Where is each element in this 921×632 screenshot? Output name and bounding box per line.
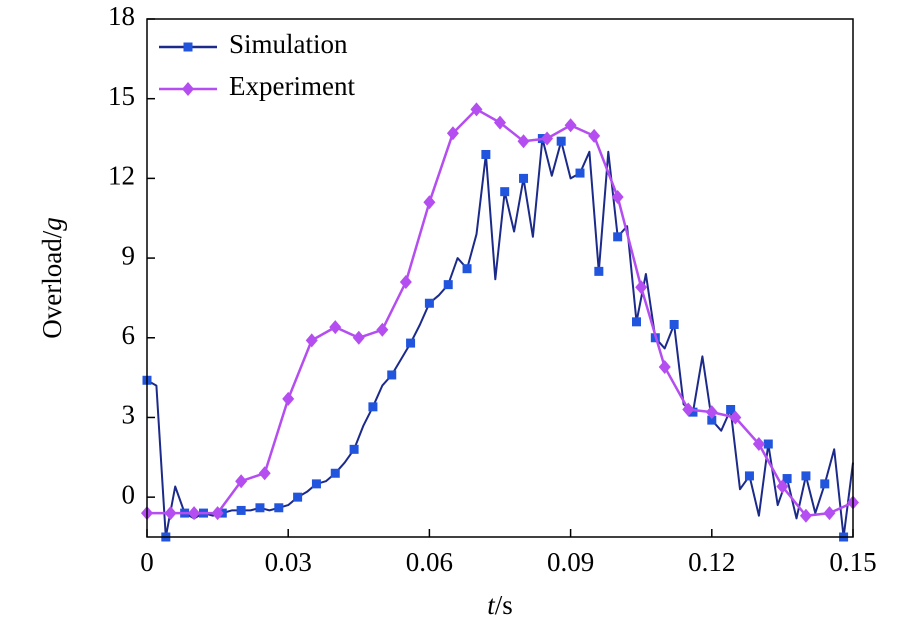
series-line: [147, 108, 854, 517]
marker: [282, 391, 295, 406]
marker: [801, 471, 811, 481]
y-tick-label: 9: [122, 240, 136, 270]
marker: [424, 298, 434, 308]
marker: [564, 118, 577, 133]
x-tick-label: 0.09: [547, 547, 594, 577]
x-tick-label: 0: [140, 547, 154, 577]
marker: [236, 505, 246, 515]
marker: [188, 506, 201, 521]
marker: [799, 508, 812, 523]
marker: [669, 319, 679, 329]
marker: [258, 466, 271, 481]
y-tick-label: 0: [122, 479, 136, 509]
marker: [705, 405, 718, 420]
marker: [594, 266, 604, 276]
marker: [707, 415, 717, 425]
x-tick-label: 0.06: [406, 547, 453, 577]
marker: [274, 503, 284, 513]
marker: [443, 280, 453, 290]
marker: [387, 370, 397, 380]
marker: [305, 333, 318, 348]
y-tick-label: 15: [108, 81, 135, 111]
marker: [556, 136, 566, 146]
marker: [763, 439, 773, 449]
legend-label: Simulation: [229, 29, 348, 59]
marker: [726, 404, 736, 414]
marker: [164, 506, 177, 521]
marker: [462, 264, 472, 274]
marker: [519, 173, 529, 183]
marker: [255, 503, 265, 513]
marker: [494, 115, 506, 130]
legend-label: Experiment: [229, 71, 355, 101]
x-tick-label: 0.12: [688, 547, 735, 577]
x-tick-label: 0.15: [829, 547, 876, 577]
marker: [611, 189, 624, 204]
y-tick-label: 18: [108, 1, 135, 31]
legend-marker: [182, 82, 194, 96]
plot-frame: [146, 18, 854, 538]
marker: [631, 317, 641, 327]
y-axis-label: Overload/g: [37, 217, 67, 338]
marker: [635, 280, 648, 295]
marker: [470, 102, 483, 117]
y-tick-label: 12: [108, 161, 135, 191]
marker: [349, 444, 359, 454]
marker: [782, 474, 792, 484]
y-tick-label: 3: [122, 400, 136, 430]
marker: [481, 149, 491, 159]
marker: [688, 407, 698, 417]
marker: [376, 322, 389, 337]
marker: [820, 479, 830, 489]
marker: [729, 410, 742, 425]
marker: [293, 492, 303, 502]
marker: [588, 128, 601, 143]
marker: [500, 187, 510, 197]
y-tick-label: 6: [122, 320, 136, 350]
x-tick-label: 0.03: [265, 547, 312, 577]
marker: [352, 330, 365, 345]
marker: [541, 131, 554, 146]
marker: [368, 402, 378, 412]
marker: [823, 506, 836, 521]
marker: [329, 320, 342, 335]
marker: [311, 479, 321, 489]
marker: [613, 232, 623, 242]
marker: [446, 126, 459, 141]
marker: [658, 359, 671, 374]
legend-marker: [183, 42, 193, 52]
marker: [423, 195, 436, 210]
x-axis-label: t/s: [487, 590, 513, 620]
marker: [330, 468, 340, 478]
marker: [575, 168, 585, 178]
marker: [211, 506, 224, 521]
marker: [406, 338, 416, 348]
marker: [399, 274, 412, 289]
marker: [752, 437, 765, 452]
marker: [776, 479, 789, 494]
series-line: [146, 137, 854, 538]
marker: [682, 402, 695, 417]
marker: [744, 471, 754, 481]
marker: [517, 134, 530, 149]
marker: [235, 474, 248, 489]
